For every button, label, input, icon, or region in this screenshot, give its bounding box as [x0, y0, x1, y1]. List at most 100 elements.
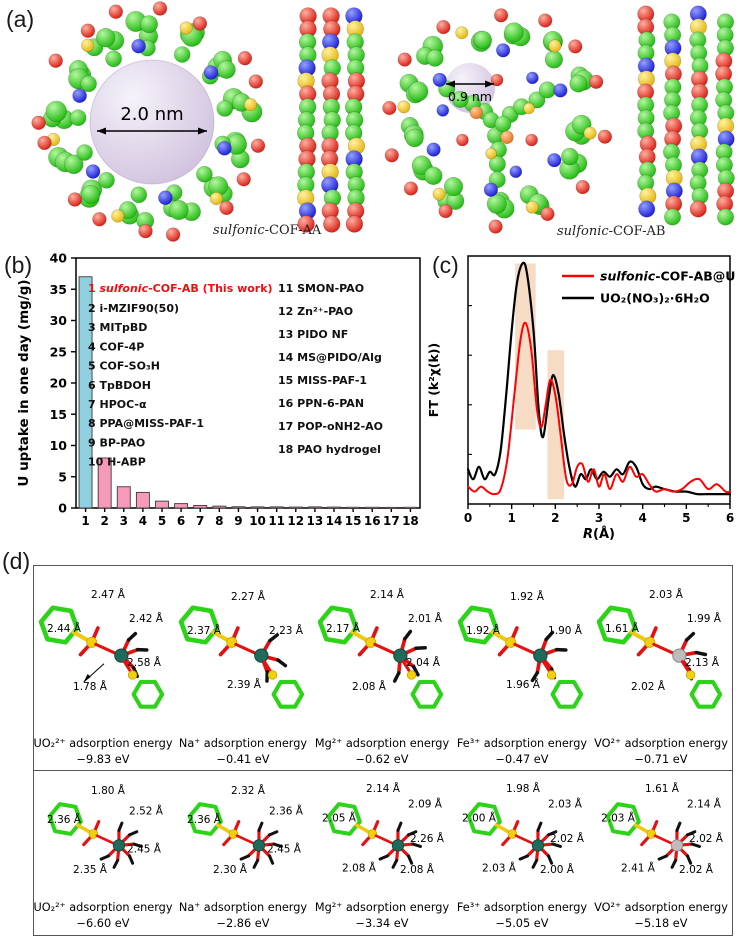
uptake-bar-13 [307, 506, 322, 509]
benzene-ring [326, 802, 363, 836]
adsorption-energy: −0.41 eV [216, 753, 269, 766]
uptake-bar-7 [193, 505, 208, 509]
panel-d-label: (d) [2, 548, 31, 574]
bond-length-label: 2.09 Å [408, 798, 443, 811]
dft-structures-box: 2.47 Å 2.44 Å 2.42 Å 2.58 Å 1.78 Å UO₂²⁺ adso… [33, 565, 733, 936]
o-h-stick [695, 650, 708, 657]
cof-aa-side-view [297, 7, 366, 233]
sulfur-atom-2 [686, 670, 696, 680]
x-tick-label: 10 [249, 514, 266, 528]
sulfur-atom-2 [127, 670, 138, 680]
dft-structure-graphic: 1.80 Å 2.36 Å 2.52 Å 2.45 Å 2.35 Å UO₂²⁺ adso… [33, 784, 172, 930]
x-tick-label: 18 [402, 514, 419, 528]
uptake-bar-14 [327, 506, 341, 509]
bond-length-label: 2.05 Å [322, 811, 357, 824]
benzene-ring-2 [271, 679, 304, 709]
o-h-stick [267, 830, 278, 837]
bond-length-label: 2.02 Å [689, 832, 724, 845]
legend-item: 16 PPN-6-PAN [278, 397, 364, 410]
dft-structure-graphic: 2.14 Å 2.17 Å 2.01 Å 2.04 Å 2.08 Å Mg²⁺ adsor… [315, 588, 450, 766]
o-h-stick [267, 854, 274, 865]
adsorption-title: VO²⁺ adsorption energy [594, 901, 728, 914]
bond-length-label: 2.04 Å [406, 656, 441, 669]
y-tick-label: 5 [58, 469, 67, 484]
x-tick-label: 5 [682, 511, 690, 525]
panel-a-label: (a) [6, 6, 35, 32]
uptake-bar-11 [269, 506, 284, 509]
bond-length-label: 2.58 Å [127, 656, 162, 669]
legend-item: 2 i-MZIF90(50) [88, 302, 179, 315]
adsorption-energy: −9.83 eV [77, 753, 130, 766]
bond-length-label: 2.36 Å [269, 805, 304, 818]
o-h-stick [403, 629, 413, 641]
o-h-stick [685, 631, 696, 642]
o-h-stick [117, 821, 124, 832]
x-tick-label: 17 [383, 514, 400, 528]
bond-length-label: 2.47 Å [91, 588, 126, 601]
adsorption-title: Na⁺ adsorption energy [178, 737, 307, 750]
legend-item: 5 COF-SO₃H [88, 360, 160, 373]
bond-length-label: 1.90 Å [548, 624, 583, 637]
o-h-stick [657, 854, 669, 861]
x-tick-label: 0 [464, 511, 472, 525]
dft-structure-graphic: 2.47 Å 2.44 Å 2.42 Å 2.58 Å 1.78 Å UO₂²⁺ adso… [33, 588, 172, 766]
bond-length-label: 2.00 Å [540, 863, 575, 876]
benzene-ring-2 [131, 679, 165, 709]
legend-item: 3 MITpBD [88, 321, 147, 334]
o-metal-bond [652, 642, 679, 657]
bond-length-label: 2.45 Å [127, 842, 162, 855]
cof-aa-label-italic: sulfonic [213, 223, 265, 238]
uptake-bar-9 [231, 506, 246, 509]
bond-length-label: 2.14 Å [370, 588, 405, 601]
benzene-ring [187, 802, 223, 836]
o-h-stick [551, 842, 562, 848]
bond-length-label: 2.08 Å [352, 680, 387, 693]
uptake-bar-5 [155, 500, 169, 509]
panel-b: (b) 0 5 10 15 20 25 30 35 40 1 2 3 4 5 6 7 8 9 10 11 12 13 14 1… [0, 246, 424, 540]
o-h-stick [391, 858, 399, 869]
o-metal-bond [513, 642, 539, 657]
x-tick-label: 15 [345, 514, 362, 528]
o-h-stick [267, 633, 279, 643]
x-tick-label: 9 [234, 514, 242, 528]
bond-length-label: 2.36 Å [47, 813, 82, 826]
legend-item: 11 SMON-PAO [278, 282, 364, 295]
adsorption-energy: −5.18 eV [635, 917, 688, 930]
o-h-stick [252, 858, 259, 869]
y-tick-label: 40 [50, 251, 68, 266]
o-h-stick [128, 830, 139, 837]
panel-d: (d) 2.47 Å 2.44 Å 2.42 Å 2.58 Å 1.78 Å UO₂²⁺ … [0, 540, 738, 940]
x-tick-label: 6 [177, 514, 185, 528]
metal-atom [391, 839, 405, 852]
x-tick-label: 16 [364, 514, 381, 528]
sulfur-atom [225, 636, 237, 648]
bond-length-label: 1.99 Å [687, 612, 722, 625]
uptake-bar-12 [288, 506, 303, 509]
x-tick-label: 4 [638, 511, 646, 525]
bond-length-label: 2.44 Å [47, 622, 82, 635]
sulfur-atom [505, 636, 517, 648]
o-h-stick [530, 670, 539, 683]
y-tick-label: 0 [58, 501, 67, 516]
pore-size-label-ab: 0.9 nm [448, 89, 492, 104]
o-h-stick [686, 854, 693, 865]
o-h-stick [271, 842, 283, 848]
bond-length-label: 2.14 Å [687, 798, 722, 811]
adsorption-energy: −0.71 eV [635, 753, 688, 766]
benzene-ring [38, 605, 80, 645]
molecule-graphic [38, 605, 165, 709]
dft-cell-top-3: 2.14 Å 2.17 Å 2.01 Å 2.04 Å 2.08 Å Mg²⁺ adsor… [313, 566, 452, 771]
o-h-stick [675, 821, 682, 832]
x-tick-label: 3 [595, 511, 603, 525]
benzene-ring [597, 605, 638, 645]
adsorption-energy: −6.60 eV [77, 917, 130, 930]
legend-item: 4 COF-4P [88, 340, 144, 353]
metal-atom [672, 648, 687, 663]
benzene-ring [606, 802, 642, 836]
o-h-stick [686, 830, 697, 837]
bond-length-label: 2.13 Å [685, 656, 720, 669]
legend-item: 10 H-ABP [88, 456, 146, 469]
o-h-stick [531, 858, 538, 869]
x-tick-label: 13 [307, 514, 324, 528]
y-axis-title: FT (k²χ(k)) [426, 343, 441, 417]
